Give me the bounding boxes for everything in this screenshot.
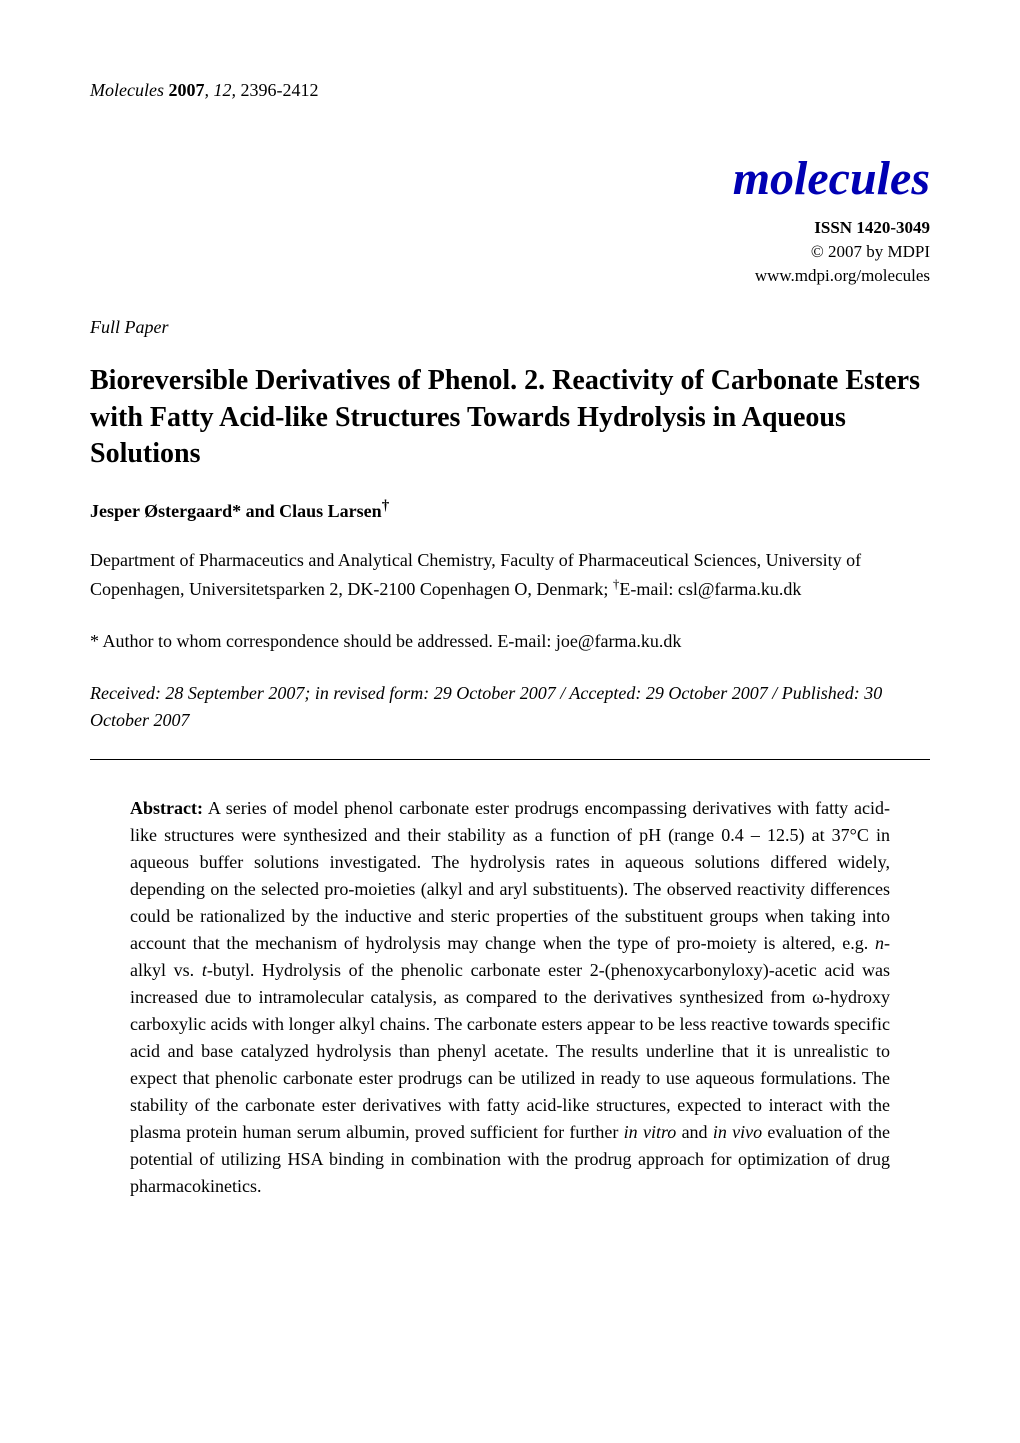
- abstract-text: Abstract: A series of model phenol carbo…: [130, 795, 890, 1200]
- author-symbol: †: [382, 498, 390, 514]
- affiliation-email: E-mail: csl@farma.ku.dk: [619, 579, 801, 599]
- abstract-part4: and: [676, 1122, 713, 1142]
- journal-logo: molecules: [733, 152, 930, 205]
- volume: , 12,: [204, 80, 236, 100]
- publication-dates: Received: 28 September 2007; in revised …: [90, 680, 930, 734]
- journal-url: www.mdpi.org/molecules: [90, 264, 930, 288]
- citation-header: Molecules 2007, 12, 2396-2412: [90, 80, 930, 101]
- author-list: Jesper Østergaard* and Claus Larsen†: [90, 498, 930, 522]
- page-range: 2396-2412: [240, 80, 318, 100]
- journal-logo-section: molecules: [90, 151, 930, 206]
- abstract-label: Abstract:: [130, 798, 203, 818]
- publication-year: 2007: [168, 80, 204, 100]
- abstract-part3: -butyl. Hydrolysis of the phenolic carbo…: [130, 960, 890, 1142]
- abstract-part1: A series of model phenol carbonate ester…: [130, 798, 890, 953]
- journal-name: Molecules: [90, 80, 164, 100]
- paper-title: Bioreversible Derivatives of Phenol. 2. …: [90, 363, 930, 472]
- section-divider: [90, 759, 930, 760]
- affiliation-block: Department of Pharmaceutics and Analytic…: [90, 547, 930, 603]
- corresponding-author: * Author to whom correspondence should b…: [90, 628, 930, 655]
- paper-type-label: Full Paper: [90, 317, 930, 338]
- abstract-italic1: n: [875, 933, 884, 953]
- issn-number: ISSN 1420-3049: [90, 216, 930, 240]
- abstract-section: Abstract: A series of model phenol carbo…: [130, 795, 890, 1200]
- abstract-italic3: in vitro: [624, 1122, 677, 1142]
- author-names: Jesper Østergaard* and Claus Larsen: [90, 501, 382, 521]
- copyright-text: © 2007 by MDPI: [90, 240, 930, 264]
- abstract-italic4: in vivo: [713, 1122, 762, 1142]
- journal-metadata: ISSN 1420-3049 © 2007 by MDPI www.mdpi.o…: [90, 216, 930, 287]
